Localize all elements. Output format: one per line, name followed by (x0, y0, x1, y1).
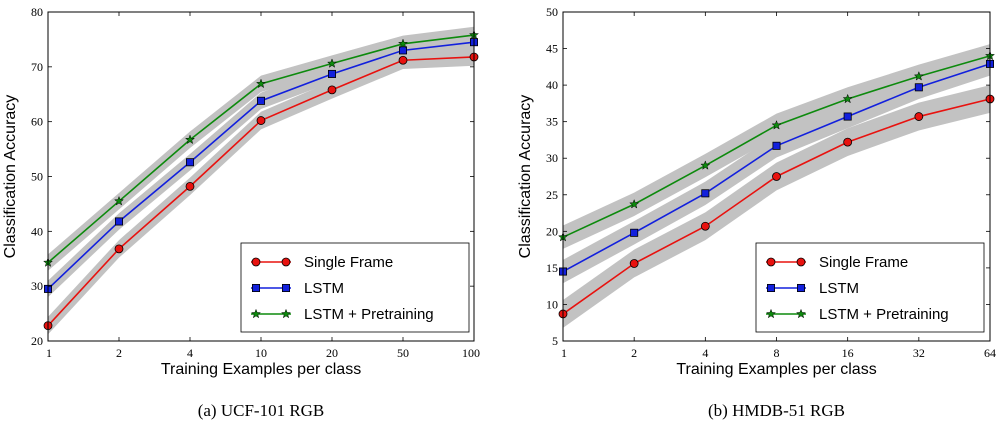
y-tick-label: 30 (546, 151, 558, 165)
data-point (772, 141, 781, 150)
legend-marker (765, 308, 777, 319)
legend-label: Single Frame (819, 254, 908, 271)
x-tick-label: 1 (561, 346, 567, 360)
data-point (327, 85, 337, 95)
data-point (701, 189, 710, 198)
data-point (913, 71, 924, 81)
x-tick-label: 2 (116, 346, 122, 360)
y-axis-label: Classification Accuracy (2, 95, 19, 259)
data-point (398, 46, 407, 55)
x-tick-label: 20 (326, 346, 338, 360)
x-tick-label: 4 (187, 346, 193, 360)
data-point (185, 181, 195, 191)
x-tick-label: 32 (913, 346, 925, 360)
legend-label: LSTM + Pretraining (304, 306, 434, 323)
series-band-3 (48, 26, 474, 271)
data-point (914, 112, 924, 121)
legend-marker (281, 257, 291, 267)
legend: Single Frame LSTM LSTM + Pretraining (240, 242, 470, 333)
x-tick-label: 4 (702, 346, 708, 360)
y-tick-label: 25 (546, 188, 558, 202)
data-point (255, 78, 267, 89)
chart-caption: (a) UCF-101 RGB (198, 401, 325, 420)
data-point (397, 38, 409, 49)
data-point (114, 244, 124, 254)
data-point (184, 134, 196, 145)
y-tick-label: 60 (31, 115, 43, 129)
y-tick-label: 20 (546, 224, 558, 238)
data-point (700, 160, 711, 170)
y-tick-label: 35 (546, 115, 558, 129)
x-tick-label: 100 (462, 346, 480, 360)
data-point (185, 158, 194, 167)
legend-marker (251, 257, 261, 267)
chart-2: 5 10 15 20 25 30 35 40 45 50 1 2 4 8 16 32 64 Training Ex… (517, 5, 996, 420)
data-point (629, 198, 640, 209)
x-axis-label: Training Examples per class (161, 361, 361, 378)
legend-label: LSTM (304, 280, 344, 297)
legend-marker (767, 283, 776, 292)
data-point (771, 119, 782, 130)
x-tick-label: 10 (255, 346, 267, 360)
x-tick-label: 64 (984, 346, 996, 360)
x-tick-label: 50 (397, 346, 409, 360)
legend-marker (795, 308, 807, 319)
y-tick-label: 70 (31, 60, 43, 74)
y-tick-label: 40 (546, 78, 558, 92)
x-tick-label: 8 (774, 346, 780, 360)
data-point (700, 221, 710, 231)
y-tick-label: 50 (546, 5, 558, 19)
y-tick-label: 50 (31, 170, 43, 184)
y-tick-label: 20 (31, 334, 43, 348)
legend-marker (251, 283, 260, 292)
y-tick-label: 40 (31, 224, 43, 238)
legend-label: Single Frame (304, 254, 393, 271)
chart-1: 20 30 40 50 60 70 80 1 2 4 10 20 50 100 Training Examp… (2, 5, 480, 420)
legend-marker (796, 257, 806, 267)
series-band-2 (563, 52, 990, 284)
data-point (113, 195, 125, 206)
series-band-3 (563, 44, 990, 249)
data-point (326, 58, 338, 68)
chart-caption: (b) HMDB-51 RGB (708, 401, 845, 420)
data-point (398, 55, 408, 65)
data-point (842, 93, 853, 104)
x-tick-label: 1 (46, 346, 52, 360)
y-tick-label: 15 (546, 261, 558, 275)
y-tick-label: 30 (31, 279, 43, 293)
data-point (256, 96, 265, 105)
legend-label: LSTM + Pretraining (819, 306, 949, 323)
data-point (256, 116, 266, 125)
legend-marker (250, 308, 262, 319)
legend-marker (766, 257, 776, 267)
legend-marker (797, 283, 806, 292)
data-point (630, 228, 639, 237)
x-axis-label: Training Examples per class (676, 361, 876, 378)
data-point (843, 137, 853, 147)
y-axis-label: Classification Accuracy (517, 95, 534, 259)
data-point (843, 112, 852, 121)
y-tick-label: 80 (31, 5, 43, 19)
data-point (629, 259, 639, 268)
y-tick-label: 45 (546, 42, 558, 56)
y-tick-label: 10 (546, 297, 558, 311)
x-tick-label: 2 (631, 346, 637, 360)
data-point (914, 83, 923, 92)
x-tick-label: 16 (842, 346, 854, 360)
legend-label: LSTM (819, 280, 859, 297)
data-point (327, 69, 336, 78)
legend: Single Frame LSTM LSTM + Pretraining (755, 242, 985, 333)
data-point (115, 217, 124, 226)
y-tick-label: 5 (552, 334, 558, 348)
legend-marker (281, 283, 290, 292)
data-point (772, 172, 781, 181)
legend-marker (280, 308, 292, 319)
